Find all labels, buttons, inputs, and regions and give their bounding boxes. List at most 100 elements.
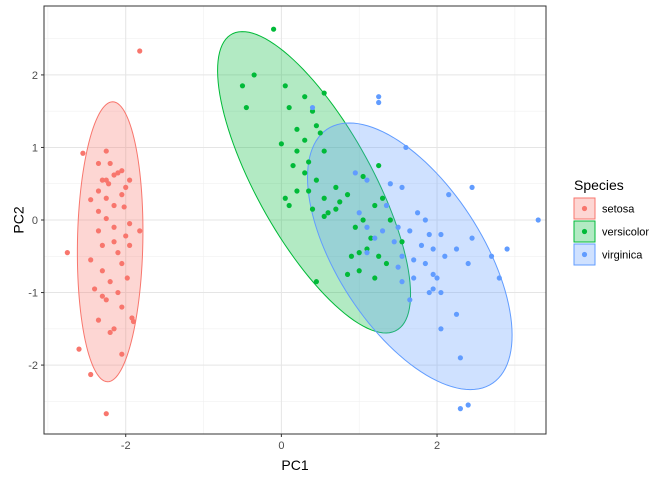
versicolor-point — [344, 192, 351, 198]
virginica-point — [372, 235, 378, 241]
setosa-point — [106, 181, 112, 187]
virginica-point — [438, 289, 444, 296]
versicolor-point — [368, 235, 374, 241]
versicolor-point — [239, 83, 246, 89]
y-tick-label: -1 — [28, 288, 38, 300]
grid-layer — [44, 6, 546, 434]
versicolor-point — [376, 253, 382, 259]
setosa-point — [137, 228, 143, 234]
versicolor-point — [317, 130, 323, 136]
setosa-point — [111, 172, 117, 178]
y-tick-label: -2 — [28, 360, 38, 372]
setosa-point — [95, 188, 102, 194]
versicolor-point — [321, 148, 327, 154]
virginica-point — [391, 239, 397, 245]
versicolor-point — [278, 141, 284, 147]
versicolor-point — [372, 275, 378, 281]
versicolor-point — [302, 137, 308, 143]
versicolor-point — [313, 177, 319, 183]
setosa-point — [127, 242, 133, 248]
ellipse-layer — [76, 31, 513, 391]
setosa-point — [119, 304, 125, 310]
setosa-point — [99, 268, 105, 274]
y-axis-title: PC2 — [11, 206, 27, 233]
versicolor-point — [352, 224, 358, 230]
versicolor-point — [313, 279, 319, 285]
versicolor-point — [286, 104, 292, 111]
versicolor-point — [309, 108, 316, 114]
axis-layer: -2 0 2 -2 -1 0 1 2 — [28, 70, 440, 452]
versicolor-point — [333, 184, 339, 190]
setosa-point — [95, 208, 102, 214]
versicolor-point — [282, 195, 288, 201]
versicolor-point — [294, 126, 300, 132]
setosa-point — [99, 293, 105, 299]
virginica-point — [403, 144, 409, 151]
virginica-point — [399, 279, 405, 285]
setosa-point — [95, 160, 102, 167]
setosa-point — [103, 297, 109, 303]
virginica-point — [442, 253, 448, 259]
setosa-point — [95, 228, 102, 234]
setosa-point — [127, 221, 133, 227]
versicolor-point — [294, 188, 300, 194]
setosa-point — [80, 150, 86, 156]
versicolor-point — [348, 253, 355, 259]
x-axis-title: PC1 — [281, 457, 308, 473]
versicolor-point — [376, 162, 382, 169]
virginica-point — [438, 326, 444, 332]
setosa-point — [111, 326, 117, 332]
setosa-point — [111, 224, 117, 230]
setosa-point — [123, 184, 129, 190]
versicolor-point — [243, 104, 249, 111]
versicolor-point — [333, 206, 339, 212]
versicolor-point — [387, 217, 393, 223]
virginica-point — [399, 253, 405, 259]
y-tick-label: 1 — [32, 142, 38, 154]
virginica-point — [376, 99, 382, 106]
setosa-point — [95, 317, 102, 323]
versicolor-point — [364, 246, 370, 252]
setosa-point — [111, 239, 117, 245]
versicolor-point — [290, 162, 296, 169]
legend-title: Species — [574, 177, 624, 193]
setosa-point — [107, 329, 113, 336]
virginica-point — [364, 250, 370, 256]
x-tick-label: 0 — [278, 440, 284, 452]
virginica-point — [422, 260, 428, 267]
virginica-point — [399, 184, 405, 190]
versicolor-point — [282, 83, 288, 89]
setosa-point — [115, 250, 121, 256]
setosa-point — [129, 315, 135, 321]
virginica-point — [453, 311, 460, 317]
versicolor-point — [356, 250, 362, 256]
setosa-confidence-ellipse — [76, 101, 144, 383]
virginica-point — [430, 271, 436, 278]
setosa-point — [88, 257, 94, 263]
x-tick-label: -2 — [121, 440, 131, 452]
setosa-point — [88, 197, 94, 203]
legend-label-virginica: virginica — [602, 250, 643, 262]
versicolor-point — [271, 26, 277, 32]
setosa-point — [137, 48, 143, 54]
virginica-point — [426, 231, 432, 238]
setosa-point — [115, 289, 121, 296]
setosa-point — [127, 177, 133, 183]
virginica-point — [407, 297, 413, 303]
setosa-point — [99, 177, 105, 183]
virginica-point — [411, 257, 417, 263]
virginica-point — [496, 275, 502, 281]
virginica-confidence-ellipse — [306, 122, 513, 391]
virginica-point — [356, 210, 362, 216]
versicolor-point — [360, 217, 366, 223]
virginica-point — [488, 253, 495, 259]
setosa-point — [103, 148, 109, 154]
legend-label-setosa: setosa — [602, 204, 635, 216]
versicolor-point — [360, 173, 366, 180]
virginica-point — [469, 235, 475, 241]
virginica-point — [395, 224, 401, 230]
setosa-point — [103, 215, 109, 222]
setosa-point — [115, 170, 121, 176]
